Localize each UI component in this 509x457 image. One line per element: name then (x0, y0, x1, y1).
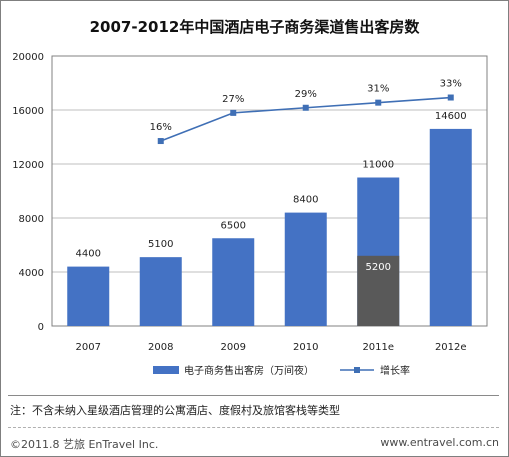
growth-rate-point (157, 138, 164, 145)
bar (429, 128, 472, 326)
bar (139, 257, 182, 326)
footnote: 注：不含未纳入星级酒店管理的公寓酒店、度假村及旅馆客栈等类型 (10, 404, 340, 417)
bar-value-label: 11000 (362, 160, 394, 171)
growth-rate-point (375, 99, 382, 106)
x-tick-label: 2008 (148, 342, 173, 353)
growth-rate-label: 16% (150, 122, 172, 133)
bar-value-label: 6500 (221, 220, 246, 231)
x-tick-label: 2010 (293, 342, 318, 353)
bar (212, 238, 255, 326)
bar-value-label: 8400 (293, 195, 318, 206)
bar-value-label: 5100 (148, 239, 173, 250)
copyright-text: ©2011.8 艺旅 EnTravel Inc. (10, 438, 159, 451)
bar-value-label: 14600 (435, 111, 467, 122)
growth-rate-label: 27% (222, 94, 244, 105)
overlay-value-label: 5200 (366, 262, 391, 273)
growth-rate-point (302, 104, 309, 111)
growth-rate-label: 33% (440, 79, 462, 90)
y-tick-label: 0 (38, 322, 44, 333)
bar (284, 212, 327, 326)
y-tick-label: 16000 (12, 106, 44, 117)
legend-line-marker (354, 367, 360, 373)
growth-rate-point (447, 94, 454, 101)
legend-line-label: 增长率 (380, 364, 410, 377)
growth-rate-line (160, 96, 451, 142)
bar-overlay (357, 255, 400, 326)
website-url: www.entravel.com.cn (380, 436, 499, 449)
y-tick-label: 4000 (19, 268, 44, 279)
footer-divider (8, 427, 499, 428)
plot-border (51, 55, 488, 327)
legend-bar-swatch (153, 366, 179, 374)
note-top-rule (8, 395, 499, 396)
growth-rate-point (230, 109, 237, 116)
y-tick-label: 8000 (19, 214, 44, 225)
growth-rate-label: 29% (295, 89, 317, 100)
y-tick-label: 12000 (12, 160, 44, 171)
bar (67, 266, 110, 326)
y-tick-label: 20000 (12, 52, 44, 63)
x-tick-label: 2012e (435, 342, 467, 353)
chart-area: 0 4000 8000 12000 16000 20000 4400 2007 5100 2008… (12, 52, 488, 377)
chart-title: 2007-2012年中国酒店电子商务渠道售出客房数 (89, 18, 420, 36)
legend-bar-label: 电子商务售出客房（万间夜） (184, 364, 314, 377)
bar-value-label: 4400 (76, 249, 101, 260)
x-tick-label: 2007 (76, 342, 101, 353)
x-tick-label: 2009 (221, 342, 246, 353)
x-tick-label: 2011e (362, 342, 394, 353)
growth-rate-label: 31% (367, 84, 389, 95)
